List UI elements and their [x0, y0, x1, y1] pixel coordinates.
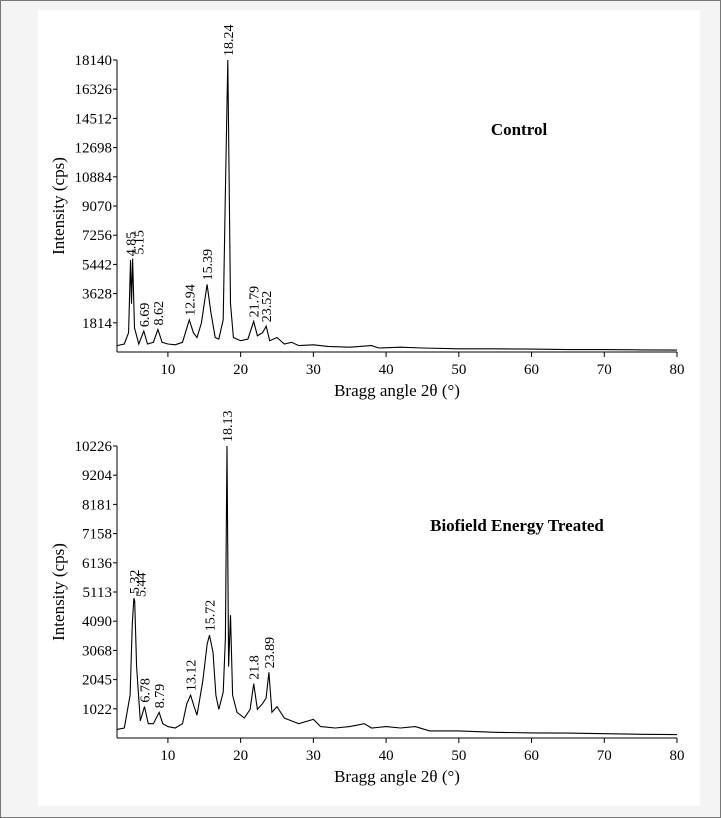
peak-label: 8.62: [152, 301, 167, 326]
x-tick-label: 70: [597, 362, 612, 378]
x-axis-label: Bragg angle 2θ (°): [334, 767, 460, 786]
peak-label: 13.12: [185, 660, 200, 692]
x-tick-label: 10: [160, 362, 175, 378]
y-tick-label: 18140: [75, 53, 113, 69]
peak-label: 5.32: [128, 570, 143, 595]
y-tick-label: 6136: [82, 556, 113, 572]
y-tick-label: 14512: [75, 111, 113, 127]
x-tick-label: 40: [379, 748, 394, 764]
peak-label: 4.85: [124, 232, 139, 257]
plot-background: [38, 10, 700, 806]
x-tick-label: 20: [233, 748, 248, 764]
x-tick-label: 30: [306, 362, 321, 378]
x-tick-label: 60: [524, 748, 539, 764]
peak-label: 12.94: [183, 284, 198, 316]
peak-label: 21.79: [248, 286, 263, 318]
y-tick-label: 10226: [75, 439, 113, 455]
y-tick-label: 7158: [82, 527, 112, 543]
y-tick-label: 10884: [75, 170, 113, 186]
peak-label: 23.52: [260, 291, 275, 323]
xrd-line: [116, 59, 678, 351]
x-tick-label: 70: [597, 748, 612, 764]
peak-label: 15.39: [201, 249, 216, 281]
y-tick-label: 7256: [82, 228, 113, 244]
y-axis-label: Intensity (cps): [49, 157, 68, 255]
peak-label: 5.15: [133, 230, 148, 255]
x-tick-label: 10: [160, 748, 175, 764]
peak-label: 18.13: [221, 411, 236, 443]
peak-label: 23.89: [263, 637, 278, 669]
panel-annotation: Control: [491, 120, 548, 139]
peak-label: 6.69: [138, 303, 153, 328]
y-tick-label: 5442: [82, 257, 112, 273]
peak-label: 5.44: [135, 572, 150, 597]
x-tick-label: 20: [233, 362, 248, 378]
x-tick-label: 80: [670, 748, 685, 764]
x-tick-label: 50: [451, 362, 466, 378]
y-tick-label: 16326: [75, 82, 113, 98]
y-tick-label: 3628: [82, 287, 112, 303]
peak-label: 18.24: [222, 25, 237, 57]
x-tick-label: 80: [670, 362, 685, 378]
panel-annotation: Biofield Energy Treated: [430, 516, 604, 535]
x-tick-label: 60: [524, 362, 539, 378]
y-tick-label: 1022: [82, 702, 112, 718]
y-tick-label: 5113: [83, 585, 112, 601]
y-tick-label: 2045: [82, 673, 112, 689]
x-tick-label: 50: [451, 748, 466, 764]
peak-label: 6.78: [138, 678, 153, 703]
x-tick-label: 40: [379, 362, 394, 378]
y-tick-label: 9070: [82, 199, 112, 215]
y-tick-label: 8181: [82, 497, 112, 513]
y-tick-label: 9204: [82, 468, 113, 484]
y-tick-label: 3068: [82, 643, 112, 659]
peak-label: 21.8: [248, 655, 263, 680]
y-tick-label: 1814: [82, 316, 113, 332]
y-tick-label: 4090: [82, 614, 112, 630]
xrd-line: [116, 445, 678, 736]
y-tick-label: 12698: [75, 141, 113, 157]
peak-label: 8.79: [153, 684, 168, 709]
x-tick-label: 30: [306, 748, 321, 764]
peak-label: 15.72: [204, 600, 219, 632]
x-axis-label: Bragg angle 2θ (°): [334, 381, 460, 400]
y-axis-label: Intensity (cps): [49, 543, 68, 641]
